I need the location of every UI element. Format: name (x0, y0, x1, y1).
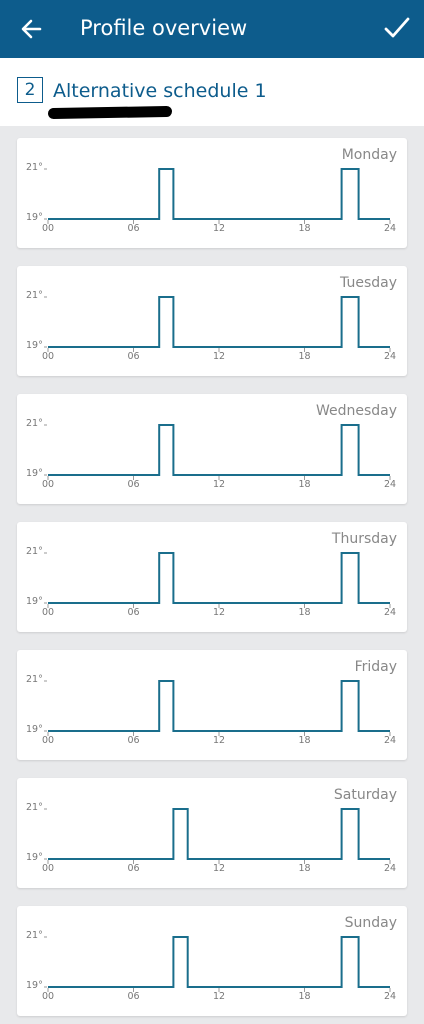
y-tick-label: 19° (26, 980, 43, 991)
x-tick-label: 06 (127, 223, 140, 234)
x-tick-label: 06 (127, 991, 140, 1002)
day-schedule-card[interactable]: Saturday 21° 19° 00 06 12 18 24 (17, 778, 407, 888)
x-tick-label: 24 (384, 607, 397, 618)
y-tick-label: 19° (26, 340, 43, 351)
temperature-line (48, 296, 390, 348)
x-tick-label: 00 (42, 991, 55, 1002)
schedule-chart (44, 424, 391, 480)
x-tick-label: 24 (384, 223, 397, 234)
x-tick-label: 00 (42, 863, 55, 874)
day-schedule-card[interactable]: Wednesday 21° 19° 00 06 12 18 24 (17, 394, 407, 504)
temperature-line (48, 424, 390, 476)
x-tick-label: 18 (298, 479, 311, 490)
x-tick-label: 00 (42, 479, 55, 490)
page-title: Profile overview (80, 16, 248, 40)
y-tick-label: 19° (26, 596, 43, 607)
x-tick-label: 00 (42, 223, 55, 234)
schedule-chart (44, 168, 391, 224)
temperature-line (48, 936, 390, 988)
day-label: Thursday (331, 531, 397, 547)
x-tick-label: 12 (213, 735, 226, 746)
temperature-line (48, 680, 390, 732)
schedule-chart (44, 552, 391, 608)
day-schedule-card[interactable]: Thursday 21° 19° 00 06 12 18 24 (17, 522, 407, 632)
x-tick-label: 06 (127, 351, 140, 362)
x-tick-label: 12 (213, 863, 226, 874)
x-tick-label: 18 (298, 607, 311, 618)
app-bar: Profile overview (0, 0, 424, 58)
day-label: Friday (354, 659, 397, 675)
x-tick-label: 06 (127, 735, 140, 746)
x-tick-label: 24 (384, 479, 397, 490)
day-schedule-card[interactable]: Sunday 21° 19° 00 06 12 18 24 (17, 906, 407, 1016)
schedule-chart (44, 680, 391, 736)
x-tick-label: 12 (213, 351, 226, 362)
x-tick-label: 18 (298, 991, 311, 1002)
day-schedule-card[interactable]: Friday 21° 19° 00 06 12 18 24 (17, 650, 407, 760)
schedule-chart (44, 808, 391, 864)
x-tick-label: 18 (298, 735, 311, 746)
day-label: Saturday (333, 787, 397, 803)
checkmark-icon[interactable] (382, 13, 412, 43)
y-tick-label: 21° (26, 546, 43, 557)
day-schedule-card[interactable]: Tuesday 21° 19° 00 06 12 18 24 (17, 266, 407, 376)
x-tick-label: 06 (127, 863, 140, 874)
x-tick-label: 24 (384, 735, 397, 746)
temperature-line (48, 552, 390, 604)
y-tick-label: 19° (26, 724, 43, 735)
day-schedule-card[interactable]: Monday 21° 19° 00 06 12 18 24 (17, 138, 407, 248)
y-tick-label: 21° (26, 802, 43, 813)
day-label: Wednesday (315, 403, 397, 419)
temperature-line (48, 168, 390, 220)
y-tick-label: 19° (26, 852, 43, 863)
x-tick-label: 12 (213, 479, 226, 490)
schedule-chart (44, 936, 391, 992)
y-tick-label: 21° (26, 930, 43, 941)
y-tick-label: 19° (26, 212, 43, 223)
x-tick-label: 06 (127, 479, 140, 490)
y-tick-label: 21° (26, 162, 43, 173)
x-tick-label: 06 (127, 607, 140, 618)
y-tick-label: 21° (26, 674, 43, 685)
x-tick-label: 00 (42, 351, 55, 362)
x-tick-label: 18 (298, 863, 311, 874)
x-tick-label: 24 (384, 991, 397, 1002)
x-tick-label: 00 (42, 735, 55, 746)
y-tick-label: 21° (26, 418, 43, 429)
day-label: Tuesday (340, 275, 397, 291)
x-tick-label: 18 (298, 351, 311, 362)
x-tick-label: 00 (42, 607, 55, 618)
x-tick-label: 12 (213, 223, 226, 234)
x-tick-label: 24 (384, 863, 397, 874)
y-tick-label: 21° (26, 290, 43, 301)
profile-number-badge: 2 (17, 77, 43, 103)
temperature-line (48, 808, 390, 860)
schedule-chart (44, 296, 391, 352)
day-label: Sunday (344, 915, 397, 931)
arrow-left-icon[interactable] (18, 15, 46, 43)
x-tick-label: 12 (213, 991, 226, 1002)
y-tick-label: 19° (26, 468, 43, 479)
x-tick-label: 12 (213, 607, 226, 618)
x-tick-label: 18 (298, 223, 311, 234)
redaction-mark (47, 105, 173, 120)
day-label: Monday (341, 147, 397, 163)
profile-name: Alternative schedule 1 (53, 80, 267, 102)
x-tick-label: 24 (384, 351, 397, 362)
